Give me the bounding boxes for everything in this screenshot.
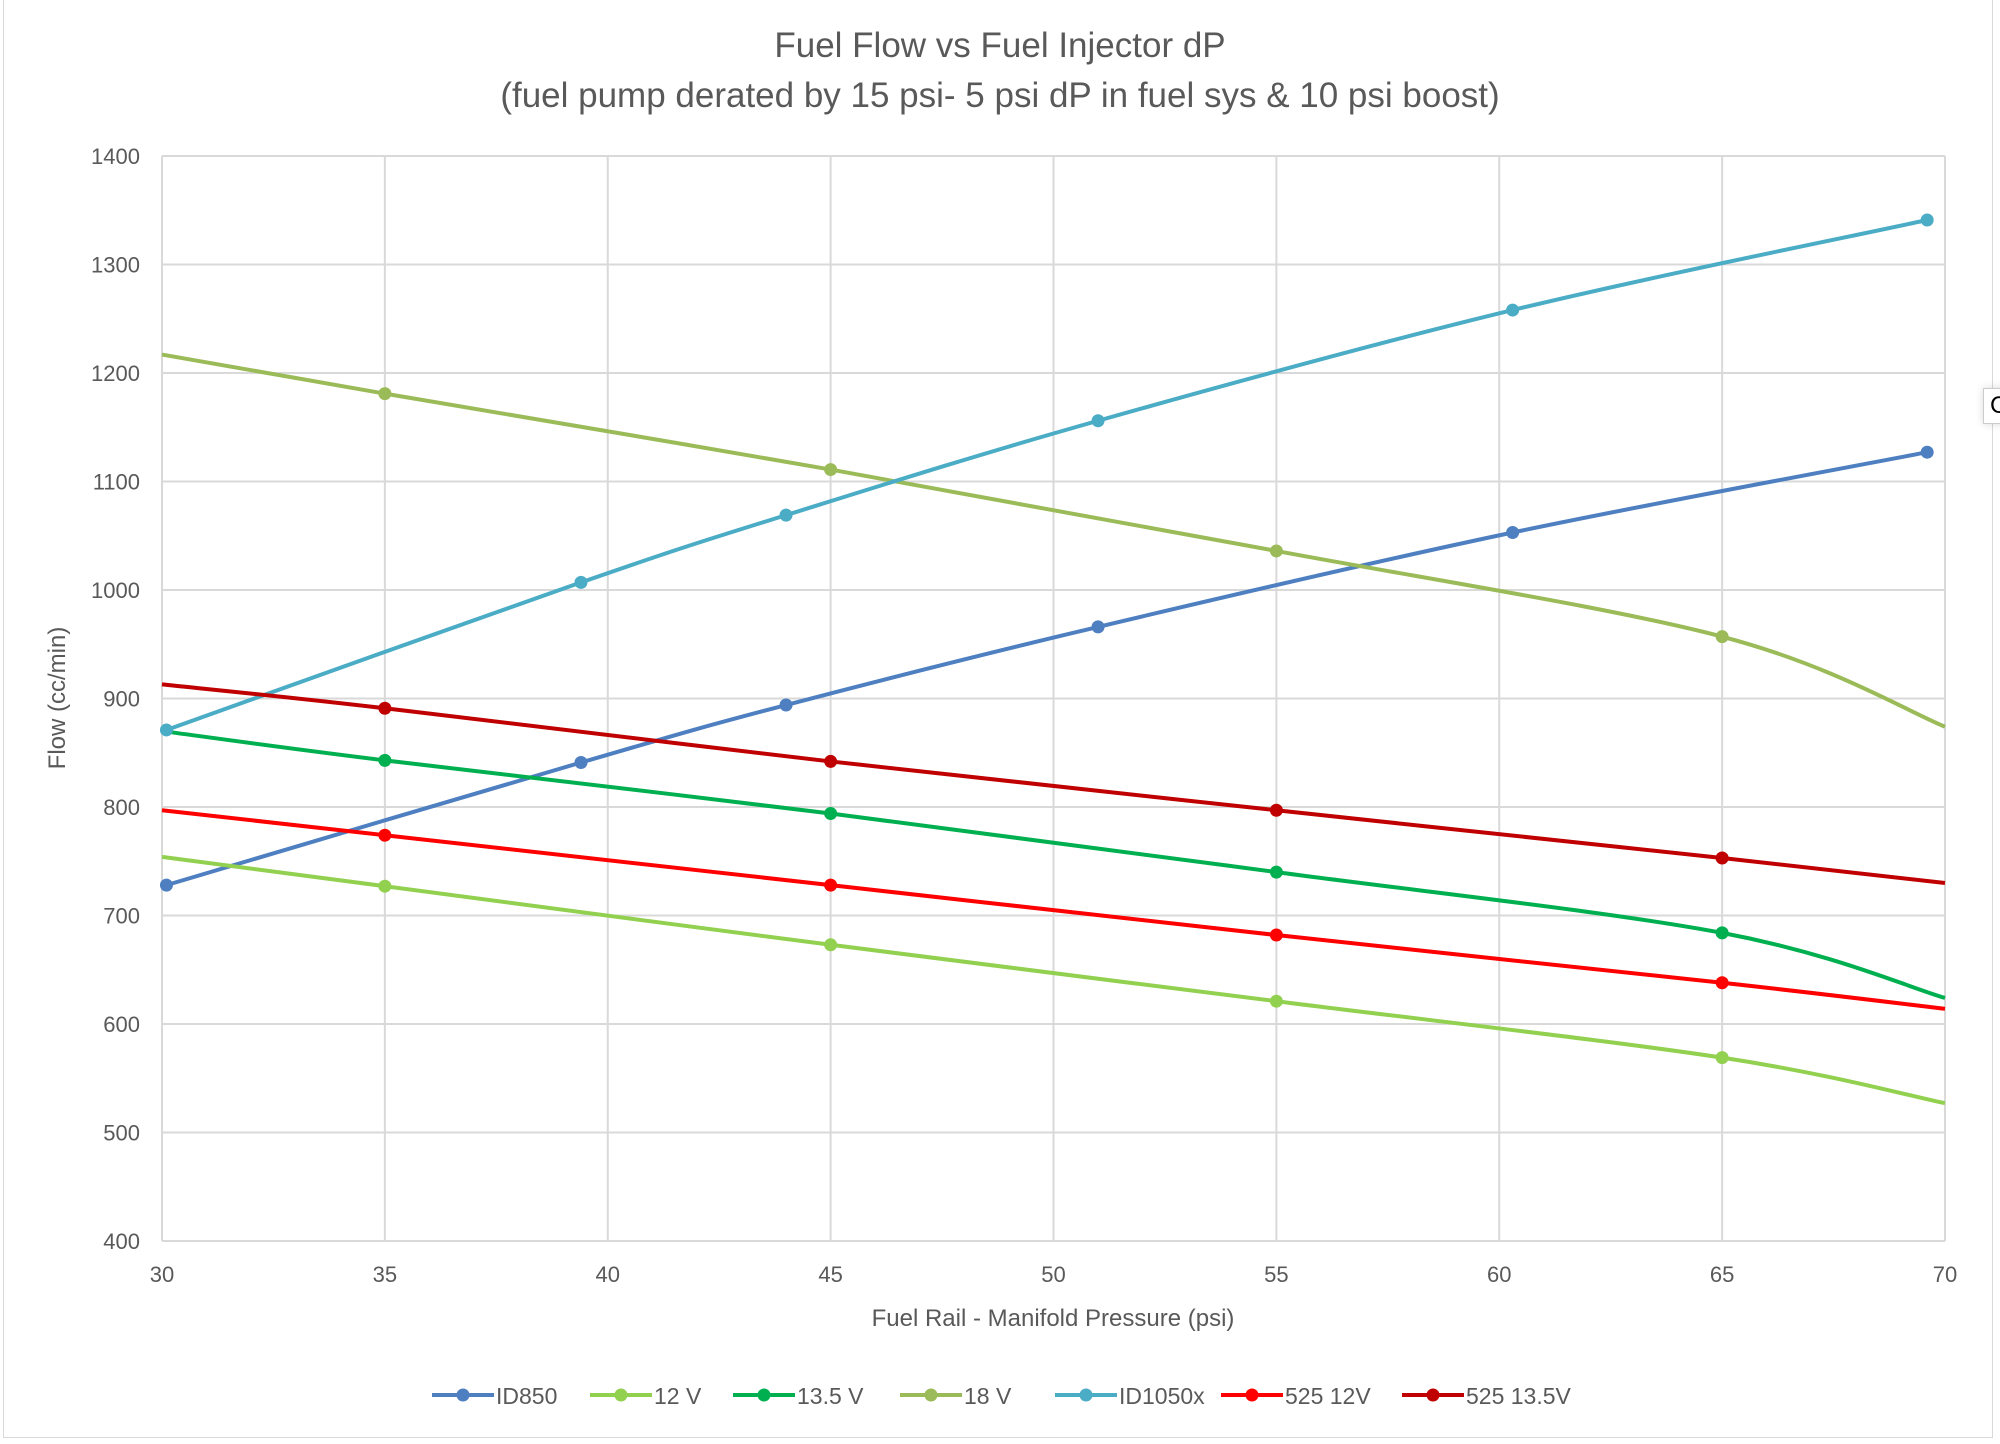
data-point-525-12v	[1269, 928, 1283, 942]
y-tick-label: 1300	[91, 253, 140, 278]
x-tick-label: 35	[373, 1262, 397, 1287]
ticks: 400 500 600 700 800 900 1000 1100 1200 1300 1400 30…	[91, 144, 1957, 1287]
x-tick-label: 45	[818, 1262, 842, 1287]
y-tick-label: 1400	[91, 144, 140, 169]
data-point-id1050x	[159, 723, 173, 737]
y-tick-label: 700	[103, 904, 140, 929]
data-point-id850	[779, 698, 793, 712]
x-tick-label: 40	[596, 1262, 620, 1287]
legend-label: 13.5 V	[797, 1383, 864, 1409]
legend-marker	[924, 1388, 938, 1402]
y-tick-label: 1100	[93, 470, 140, 495]
chart-title: Fuel Flow vs Fuel Injector dP	[774, 26, 1225, 65]
data-point-525-12v	[378, 828, 392, 842]
y-tick-label: 1000	[91, 578, 140, 603]
y-tick-label: 500	[103, 1121, 140, 1146]
legend-label: 525 12V	[1285, 1383, 1371, 1409]
y-tick-label: 900	[103, 687, 140, 712]
data-point-525-13-5v	[1715, 851, 1729, 865]
legend-label: ID850	[496, 1383, 557, 1409]
x-axis-title: Fuel Rail - Manifold Pressure (psi)	[872, 1305, 1235, 1332]
data-point-525-12v	[824, 878, 838, 892]
data-point-id1050x	[1506, 303, 1520, 317]
legend-label: ID1050x	[1119, 1383, 1205, 1409]
data-point-12-v	[1269, 994, 1283, 1008]
x-tick-label: 30	[150, 1262, 174, 1287]
data-point-id1050x	[1091, 414, 1105, 428]
data-point-18-v	[824, 463, 838, 477]
tooltip-fragment: C	[1983, 388, 2000, 424]
data-point-13-5-v	[824, 807, 838, 821]
data-point-id850	[1920, 445, 1934, 459]
y-tick-label: 1200	[91, 361, 140, 386]
legend-marker	[1079, 1388, 1093, 1402]
legend-marker	[757, 1388, 771, 1402]
data-point-525-13-5v	[378, 701, 392, 715]
data-point-12-v	[1715, 1051, 1729, 1065]
data-point-525-13-5v	[824, 754, 838, 768]
data-point-id850	[159, 878, 173, 892]
data-point-525-12v	[1715, 976, 1729, 990]
series-line-id850	[165, 450, 1928, 888]
data-point-id850	[574, 756, 588, 770]
data-point-13-5-v	[378, 753, 392, 767]
data-point-18-v	[378, 387, 392, 401]
data-point-13-5-v	[1269, 865, 1283, 879]
y-tick-label: 600	[103, 1012, 140, 1037]
data-point-id850	[1091, 620, 1105, 634]
x-tick-label: 55	[1264, 1262, 1288, 1287]
data-point-id1050x	[574, 575, 588, 589]
data-point-id1050x	[779, 508, 793, 522]
legend-label: 525 13.5V	[1466, 1383, 1572, 1409]
legend-label: 12 V	[654, 1383, 702, 1409]
data-point-id850	[1506, 525, 1520, 539]
data-point-12-v	[378, 879, 392, 893]
legend-marker	[614, 1388, 628, 1402]
legend: ID850 12 V 13.5 V 18 V ID1050x 525 12V 525 13.…	[432, 1383, 1572, 1409]
x-tick-label: 65	[1710, 1262, 1734, 1287]
data-point-12-v	[824, 938, 838, 952]
x-tick-label: 60	[1487, 1262, 1511, 1287]
legend-label: 18 V	[964, 1383, 1012, 1409]
data-point-18-v	[1715, 630, 1729, 644]
chart-subtitle: (fuel pump derated by 15 psi- 5 psi dP i…	[500, 76, 1499, 115]
legend-marker	[456, 1388, 470, 1402]
chart-frame	[3, 0, 1993, 1438]
series-group	[159, 213, 1946, 1106]
x-tick-label: 50	[1041, 1262, 1065, 1287]
y-axis-title: Flow (cc/min)	[44, 627, 71, 770]
x-tick-label: 70	[1933, 1262, 1957, 1287]
series-line-id1050x	[165, 218, 1928, 732]
data-point-525-13-5v	[1269, 803, 1283, 817]
y-tick-label: 800	[103, 795, 140, 820]
legend-marker	[1245, 1388, 1259, 1402]
y-tick-label: 400	[103, 1229, 140, 1254]
legend-marker	[1426, 1388, 1440, 1402]
data-point-13-5-v	[1715, 926, 1729, 940]
grid	[161, 155, 1946, 1242]
data-point-id1050x	[1920, 213, 1934, 227]
data-point-18-v	[1269, 544, 1283, 558]
